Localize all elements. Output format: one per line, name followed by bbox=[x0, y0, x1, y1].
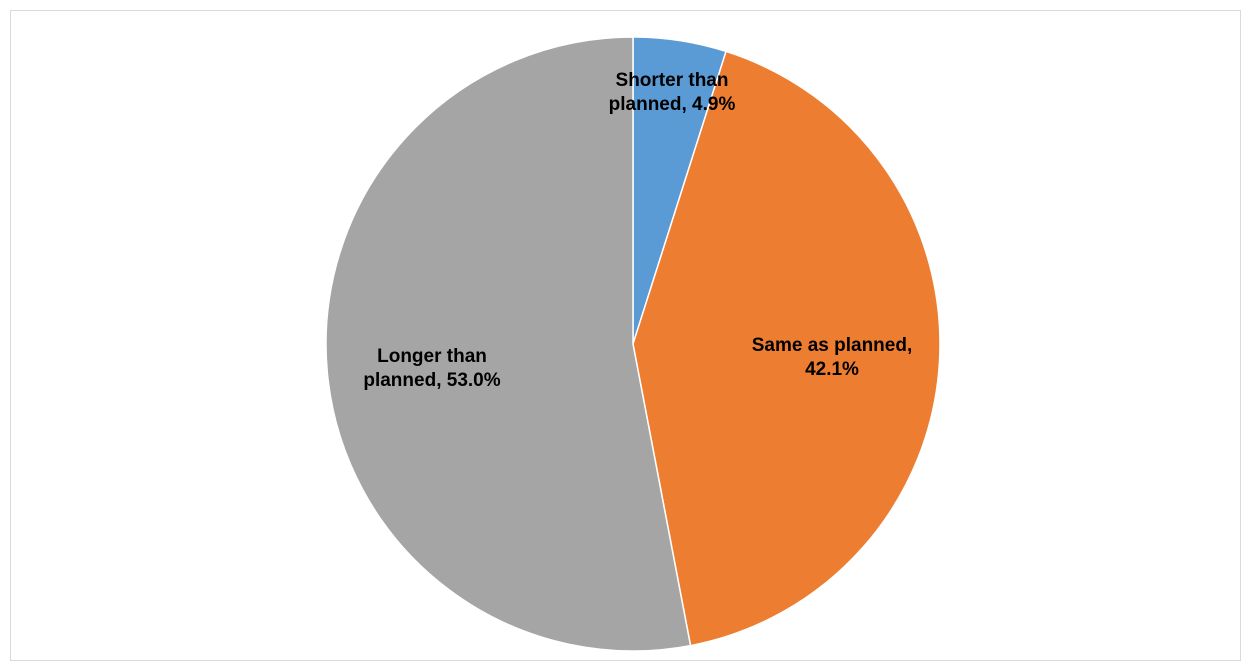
data-label-line: Shorter than bbox=[616, 70, 729, 91]
data-label-same-as-planned: Same as planned, 42.1% bbox=[752, 335, 913, 380]
pie-slices bbox=[325, 36, 941, 652]
pie-slice-same-as-planned bbox=[632, 50, 941, 647]
data-label-longer-than-planned: Longer than planned, 53.0% bbox=[363, 346, 500, 391]
pie-slice-longer-than-planned bbox=[325, 36, 692, 652]
data-label-line: planned, 53.0% bbox=[363, 370, 500, 391]
data-label-line: Same as planned, bbox=[752, 335, 913, 356]
data-label-line: 42.1% bbox=[805, 359, 859, 380]
pie-labels: Shorter than planned, 4.9% Same as planned… bbox=[363, 70, 912, 391]
data-label-shorter-than-planned: Shorter than planned, 4.9% bbox=[609, 70, 736, 115]
data-label-line: Longer than bbox=[377, 346, 487, 367]
data-label-line: planned, 4.9% bbox=[609, 94, 736, 115]
